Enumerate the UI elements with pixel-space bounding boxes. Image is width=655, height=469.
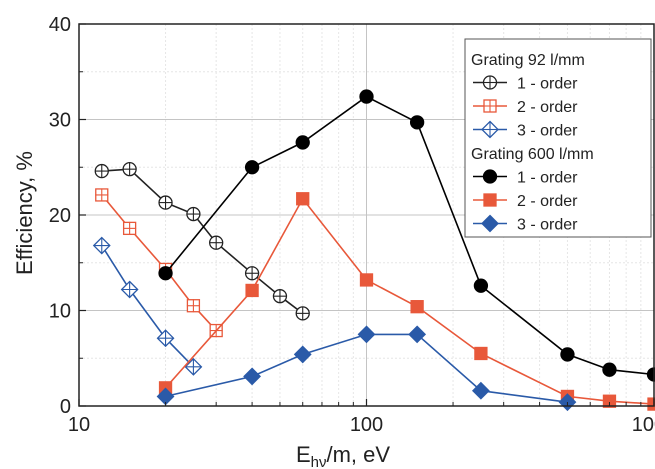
data-point: [158, 195, 173, 210]
series-line: [101, 245, 194, 368]
legend-entry: 2 - order: [473, 99, 578, 116]
data-point: [295, 135, 310, 150]
legend-marker: [481, 214, 499, 233]
data-point: [293, 345, 312, 364]
data-point: [471, 381, 490, 400]
data-point: [410, 300, 424, 314]
y-tick-label: 40: [49, 14, 71, 36]
data-point: [156, 329, 175, 348]
legend-entry: 1 - order: [473, 169, 578, 187]
y-tick-label: 20: [49, 205, 71, 227]
x-tick-label: 1000: [632, 414, 655, 436]
x-axis-label: Ehν/m, eV: [296, 442, 390, 469]
x-tick-label: 10: [68, 414, 90, 436]
legend-label: 1 - order: [517, 170, 578, 187]
data-point: [473, 278, 489, 293]
legend-label: 3 - order: [517, 217, 578, 234]
data-point: [184, 357, 203, 376]
series-g1-1-order: [94, 162, 310, 321]
data-point: [244, 266, 260, 281]
x-tick-label: 100: [350, 414, 383, 436]
legend-label: 2 - order: [517, 99, 578, 116]
data-point: [409, 115, 425, 130]
legend-label: 1 - order: [517, 76, 578, 93]
y-tick-label: 0: [60, 396, 71, 418]
data-point: [244, 160, 260, 175]
legend-entry: 3 - order: [473, 214, 578, 234]
series-layer: [92, 89, 655, 412]
ticks: 101001000010203040: [49, 14, 655, 436]
legend-marker: [481, 120, 499, 139]
legend-marker: [482, 169, 498, 184]
legend-label: 2 - order: [517, 193, 578, 210]
data-point: [186, 206, 201, 222]
legend-marker: [482, 75, 498, 90]
legend-entry: 1 - order: [473, 75, 578, 93]
legend-label: 3 - order: [517, 123, 578, 140]
data-point: [272, 289, 288, 304]
data-point: [120, 280, 139, 299]
data-point: [359, 89, 374, 104]
data-point: [158, 266, 173, 281]
data-point: [245, 283, 259, 298]
data-point: [602, 362, 617, 377]
data-point: [243, 367, 262, 386]
x-axis-label-sub: hν: [311, 454, 327, 469]
data-point: [474, 346, 488, 361]
series-g2-3-order: [156, 325, 577, 412]
y-tick-label: 30: [49, 110, 71, 132]
data-point: [408, 325, 427, 344]
legend-entry: 3 - order: [473, 120, 578, 140]
data-point: [359, 273, 374, 287]
legend-marker: [483, 193, 497, 207]
data-point: [94, 163, 109, 179]
y-axis-label: Efficiency, %: [12, 151, 37, 275]
data-point: [602, 394, 617, 408]
legend: Grating 92 l/mm 1 - order 2 - order 3 - ord…: [464, 38, 652, 238]
data-point: [92, 236, 111, 255]
data-point: [209, 235, 224, 250]
data-point: [95, 188, 109, 202]
legend-marker: [483, 99, 497, 113]
data-point: [122, 162, 137, 177]
y-tick-label: 10: [49, 301, 71, 323]
x-axis-label-main: E: [296, 442, 311, 467]
legend-group-title: Grating 92 l/mm: [471, 52, 585, 69]
legend-group-title: Grating 600 l/mm: [471, 146, 594, 163]
data-point: [295, 306, 310, 321]
series-g1-3-order: [92, 236, 203, 376]
data-point: [186, 299, 201, 313]
x-axis-label-rest: /m, eV: [326, 442, 390, 467]
legend-entry: 2 - order: [473, 193, 578, 210]
series-g2-1-order: [158, 89, 655, 382]
data-point: [296, 192, 310, 206]
data-point: [560, 347, 575, 362]
data-point: [357, 325, 376, 344]
data-point: [122, 221, 137, 236]
